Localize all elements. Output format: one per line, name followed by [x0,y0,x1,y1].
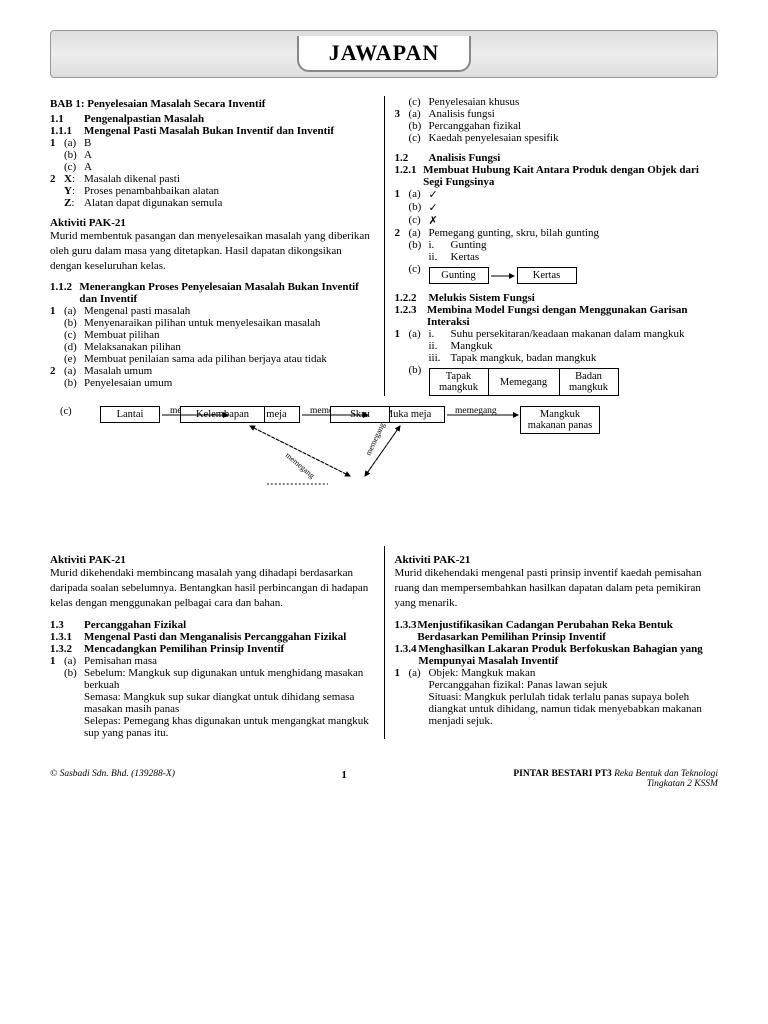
left-column: BAB 1: Penyelesaian Masalah Secara Inven… [50,96,385,396]
gunting-kertas-diagram: Gunting Kertas [429,267,577,284]
footer: © Sasbadi Sdn. Bhd. (139288-X) 1 PINTAR … [50,769,718,789]
mangkuk-table: Tapak mangkuk Memegang Badan mangkuk [429,368,619,396]
right-column: (c)Penyelesaian khusus 3(a)Analisis fung… [385,96,719,396]
page-number: 1 [341,769,347,789]
pak21-heading: Aktiviti PAK-21 [50,217,374,229]
arrow-icon [489,267,517,284]
copyright: © Sasbadi Sdn. Bhd. (139288-X) [50,769,175,789]
title-banner: JAWAPAN [50,30,718,78]
upper-columns: BAB 1: Penyelesaian Masalah Secara Inven… [50,96,718,396]
bab1-heading: BAB 1: Penyelesaian Masalah Secara Inven… [50,97,374,112]
page-title: JAWAPAN [297,36,471,72]
pak21-text: Murid membentuk pasangan dan menyelesaik… [50,229,374,274]
lower-columns: Aktiviti PAK-21 Murid dikehendaki membin… [50,546,718,739]
svg-text:memegang: memegang [364,421,387,457]
svg-text:memegang: memegang [284,451,317,480]
book-title: PINTAR BESTARI PT3 Reka Bentuk dan Tekno… [513,769,718,789]
flow-diagram: (c) Lantai memegang Kaki meja memegang M… [50,406,718,536]
